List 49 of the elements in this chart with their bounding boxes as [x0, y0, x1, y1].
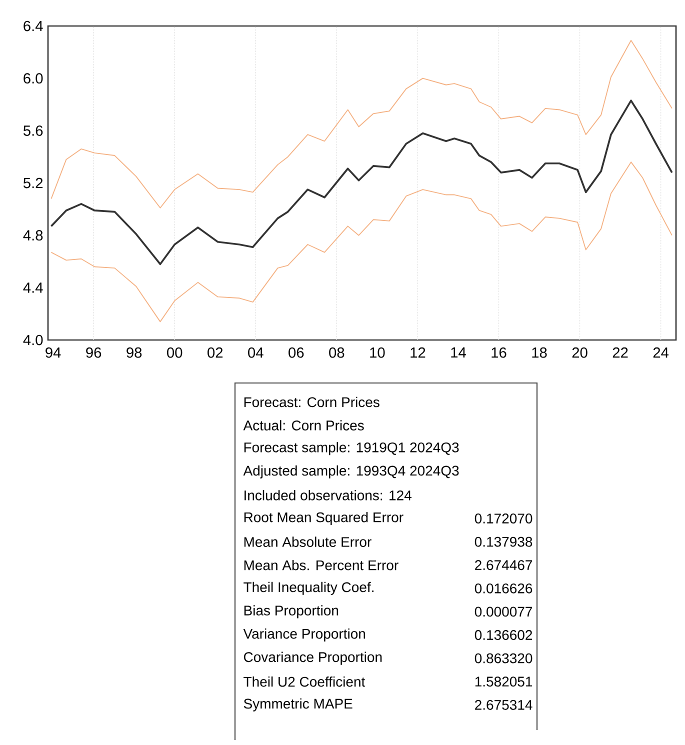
x-tick-label: 00	[167, 347, 182, 358]
y-tick-label: 6.4	[24, 20, 43, 32]
x-tick-label: 14	[451, 347, 466, 358]
x-tick-label: 96	[86, 347, 102, 358]
text: 0.136602	[474, 630, 532, 640]
x-tick-label: 04	[248, 347, 264, 358]
y-tick-label: 4.8	[23, 230, 43, 241]
category-label: Variance Proportion	[243, 628, 366, 642]
text: 0.000077	[474, 606, 532, 617]
x-tick-label: 02	[208, 347, 223, 358]
text: 0.172070	[474, 514, 532, 524]
line-series	[50, 100, 673, 266]
category-label: Symmetric MAPE	[244, 698, 352, 712]
text: 2.675314	[475, 700, 532, 710]
x-tick-label: 12	[410, 347, 426, 358]
x-tick-label: 18	[532, 347, 547, 358]
category-label: Forecast sample: 1919Q1 2024Q3	[244, 442, 459, 456]
category-label: Covariance Proportion	[244, 652, 382, 665]
y-tick-label: 5.6	[23, 125, 43, 136]
category-label: Root Mean Squared Error	[244, 512, 404, 526]
category-label: Mean Abs. Percent Error	[244, 560, 398, 570]
text: 0.016626	[474, 583, 532, 594]
category-label: Actual: Corn Prices	[243, 420, 364, 430]
category-label: Bias Proportion	[244, 605, 338, 618]
category-label: Theil Inequality Coef.	[244, 582, 374, 595]
category-label: Theil U2 Coefficient	[244, 676, 366, 687]
y-tick-label: 4.4	[23, 282, 43, 293]
x-tick-label: 22	[612, 347, 628, 358]
category-label: Mean Absolute Error	[244, 536, 372, 547]
x-tick-label: 08	[329, 347, 344, 358]
text: 1.582051	[475, 676, 532, 687]
line-series	[50, 162, 672, 322]
category-label: Forecast: Corn Prices	[244, 396, 380, 408]
text: 0.863320	[474, 653, 532, 664]
text: 0.137938	[474, 536, 532, 547]
line-series	[50, 40, 672, 208]
y-tick-label: 6.0	[24, 73, 43, 84]
text: 2.674467	[475, 560, 532, 570]
x-tick-label: 16	[492, 347, 506, 358]
x-tick-label: 94	[46, 347, 61, 358]
x-tick-label: 10	[370, 347, 385, 358]
x-tick-label: 24	[653, 347, 669, 358]
x-tick-label: 20	[572, 347, 588, 358]
x-tick-label: 06	[288, 347, 304, 358]
y-tick-label: 5.2	[23, 178, 43, 188]
category-label: Adjusted sample: 1993Q4 2024Q3	[243, 465, 459, 478]
category-label: Included observations: 124	[244, 490, 412, 500]
y-tick-label: 4.0	[23, 334, 43, 346]
x-tick-label: 98	[126, 347, 142, 358]
